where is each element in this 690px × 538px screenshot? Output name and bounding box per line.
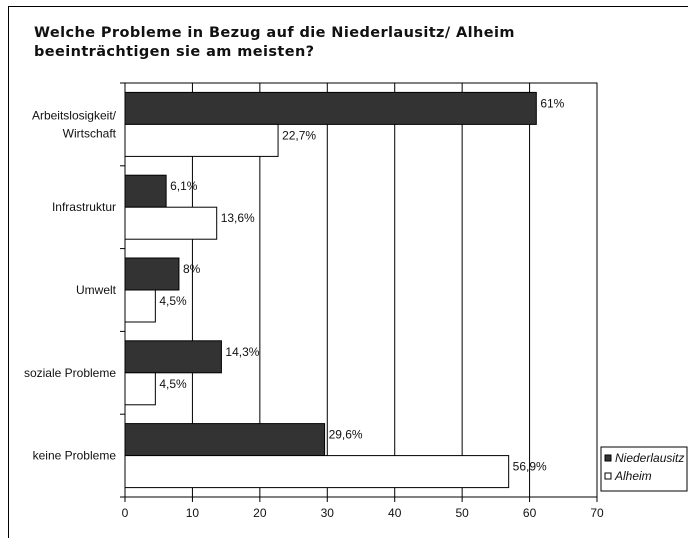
bar-alheim-4 — [124, 455, 510, 489]
chart-frame — [8, 6, 688, 538]
bar-alheim-2 — [124, 289, 156, 323]
x-tick-label: 20 — [253, 506, 267, 520]
data-label: 4,5% — [159, 294, 187, 308]
legend-box — [600, 446, 688, 492]
x-tick-label: 40 — [388, 506, 402, 520]
data-label: 14,3% — [225, 345, 259, 359]
x-tick-label: 60 — [523, 506, 537, 520]
data-label: 13,6% — [221, 211, 255, 225]
chart-title: Welche Probleme in Bezug auf die Niederl… — [34, 25, 515, 60]
x-tick-label: 10 — [186, 506, 200, 520]
data-label: 61% — [540, 96, 564, 110]
legend-label-niederlausitz: Niederlausitz — [615, 451, 684, 465]
data-label: 8% — [183, 262, 201, 276]
legend-label-alheim: Alheim — [614, 469, 652, 483]
data-label: 56,9% — [513, 460, 547, 474]
data-label: 29,6% — [329, 428, 363, 442]
category-label: Arbeitslosigkeit/Wirtschaft — [32, 108, 117, 140]
bar-niederlausitz-3 — [124, 340, 222, 374]
data-label: 6,1% — [170, 179, 198, 193]
data-label: 22,7% — [282, 128, 316, 142]
bar-alheim-1 — [124, 206, 218, 240]
category-label: Umwelt — [76, 283, 117, 297]
bar-niederlausitz-4 — [124, 423, 326, 457]
legend-swatch-niederlausitz — [604, 454, 612, 462]
legend-swatch-alheim — [604, 472, 612, 480]
category-label: Infrastruktur — [52, 200, 116, 214]
category-label: soziale Probleme — [24, 366, 116, 380]
bar-niederlausitz-1 — [124, 174, 167, 208]
x-tick-label: 70 — [590, 506, 604, 520]
bar-alheim-0 — [124, 123, 279, 157]
bar-alheim-3 — [124, 372, 156, 406]
x-tick-label: 50 — [455, 506, 469, 520]
x-tick-label: 30 — [321, 506, 335, 520]
bar-niederlausitz-0 — [124, 91, 537, 125]
data-label: 4,5% — [159, 377, 187, 391]
category-label: keine Probleme — [33, 449, 117, 463]
x-tick-label: 0 — [122, 506, 129, 520]
bar-niederlausitz-2 — [124, 257, 180, 291]
